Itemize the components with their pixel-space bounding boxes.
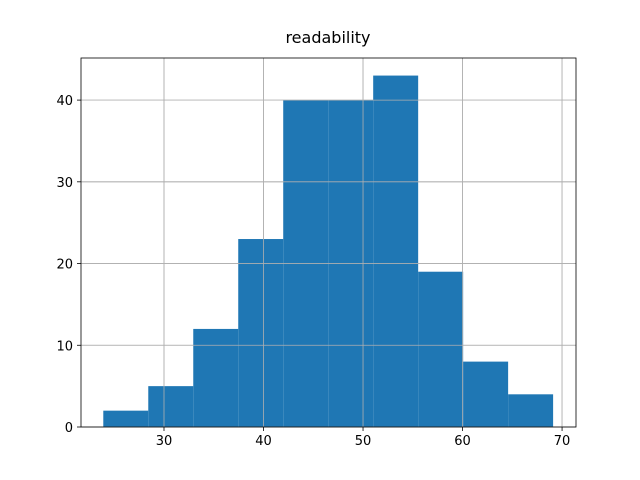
x-tick-label: 50 [355, 434, 372, 449]
bar [463, 361, 509, 427]
y-tick-label: 20 [56, 258, 73, 273]
x-tick-label: 60 [454, 434, 471, 449]
plot-frame [80, 57, 577, 428]
bar [238, 239, 284, 427]
x-tick-label: 30 [156, 434, 173, 449]
bar [508, 394, 554, 427]
bar [418, 271, 464, 427]
bar [103, 410, 149, 427]
y-tick-label: 0 [65, 421, 73, 436]
x-tick-label: 70 [554, 434, 571, 449]
x-tick-label: 40 [255, 434, 272, 449]
bar [373, 75, 419, 428]
chart-title: readability [285, 28, 370, 47]
y-tick-label: 30 [56, 176, 73, 191]
y-tick-label: 40 [56, 94, 73, 109]
bar [193, 328, 239, 427]
bar [148, 386, 194, 427]
y-tick-label: 10 [56, 339, 73, 354]
